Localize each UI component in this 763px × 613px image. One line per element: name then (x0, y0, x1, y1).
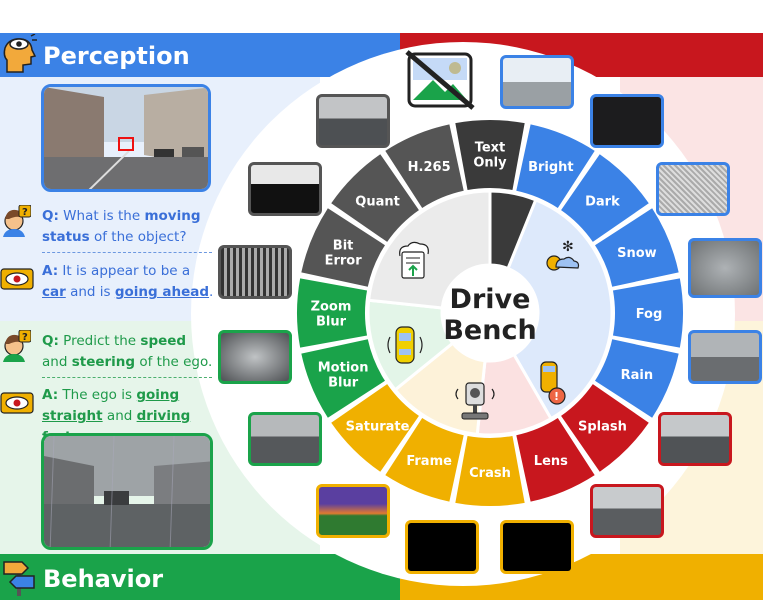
center-title-line1: Drive (450, 284, 531, 315)
segment-label-zoom-blur: Zoom Blur (311, 300, 352, 330)
segment-label-bright: Bright (528, 160, 574, 175)
thumbnail-frame (405, 520, 479, 574)
segment-splash (561, 384, 649, 472)
thumbnail-quant (248, 162, 322, 216)
collision-icon: ! (540, 361, 566, 405)
center-title-line2: Bench (443, 315, 536, 346)
segment-dark (561, 154, 649, 242)
thumbnail-bright (500, 55, 574, 109)
thumbnail-saturate (316, 484, 390, 538)
segment-label-snow: Snow (617, 246, 657, 261)
perception-question: Q: What is the moving status of the objec… (42, 208, 201, 245)
segment-label-motion-blur: Motion Blur (318, 360, 369, 390)
segment-quant (331, 154, 419, 242)
road-sign-icon (3, 561, 35, 596)
top-bar-blue (0, 33, 400, 77)
eye-head-icon (3, 34, 37, 73)
segment-label-text-only: Text Only (473, 141, 507, 171)
segment-label-h-265: H.265 (408, 160, 451, 175)
perception-street-photo (41, 84, 211, 192)
no-image-icon (405, 50, 475, 110)
thumbnail-bit-error (218, 245, 292, 299)
segment-fog (612, 278, 683, 348)
thumbnail-motion-blur (248, 412, 322, 466)
segment-bright (516, 124, 595, 208)
bottom-bar-green (0, 554, 400, 600)
segment-h-265 (385, 124, 464, 208)
segment-saturate (331, 384, 419, 472)
thumbnail-lens (590, 484, 664, 538)
segment-frame (385, 418, 464, 502)
svg-text:!: ! (554, 390, 559, 403)
behavior-question: Q: Predict the speed and steering of the… (42, 333, 213, 370)
segment-crash (455, 435, 525, 506)
segment-rain (595, 339, 679, 418)
segment-label-crash: Crash (469, 466, 511, 481)
bounding-box (118, 137, 134, 151)
segment-label-lens: Lens (534, 454, 568, 469)
divider (42, 252, 212, 253)
segment-label-quant: Quant (355, 195, 400, 210)
behavior-title: Behavior (43, 565, 164, 593)
divider (42, 377, 212, 378)
thumbnail-crash (500, 520, 574, 574)
svg-text:?: ? (22, 332, 28, 343)
segment-label-bit-error: Bit Error (325, 239, 363, 269)
center-disc (442, 265, 538, 361)
segment-bit-error (301, 208, 385, 287)
questioner-avatar-icon: ? (3, 330, 31, 362)
thumbnail-fog (688, 238, 762, 298)
segment-lens (516, 418, 595, 502)
segment-label-saturate: Saturate (346, 419, 410, 434)
camera-icon (455, 382, 495, 420)
segment-label-dark: Dark (585, 195, 620, 210)
thumbnail-snow (656, 162, 730, 216)
segment-zoom-blur (297, 278, 368, 348)
segment-label-frame: Frame (406, 454, 452, 469)
thumbnail-dark (590, 94, 664, 148)
weather-icon: ✻ (546, 239, 580, 271)
segment-text-only (455, 120, 525, 191)
perception-answer: A: It is appear to be a car and is going… (42, 263, 214, 300)
segment-snow (595, 208, 679, 287)
segment-label-splash: Splash (578, 419, 627, 434)
segment-label-rain: Rain (621, 368, 654, 383)
thumbnail-splash (658, 412, 732, 466)
thumbnail-zoom-blur (218, 330, 292, 384)
perception-title: Perception (43, 42, 190, 70)
svg-text:✻: ✻ (562, 239, 574, 255)
cloud-compression-icon (399, 241, 429, 279)
svg-text:?: ? (22, 207, 28, 218)
answer-eye-icon (0, 268, 34, 290)
segment-motion-blur (301, 339, 385, 418)
segment-label-fog: Fog (636, 307, 663, 322)
segment-layer: Text Only Bright Dark Snow Fog Rain Splash Lens C… (297, 120, 683, 506)
behavior-rainy-street-photo (41, 433, 213, 550)
thumbnail-h265 (316, 94, 390, 148)
thumbnail-rain (688, 330, 762, 384)
questioner-avatar-icon: ? (3, 205, 31, 237)
vehicle-motion-icon (387, 326, 423, 364)
answer-eye-icon (0, 392, 34, 414)
